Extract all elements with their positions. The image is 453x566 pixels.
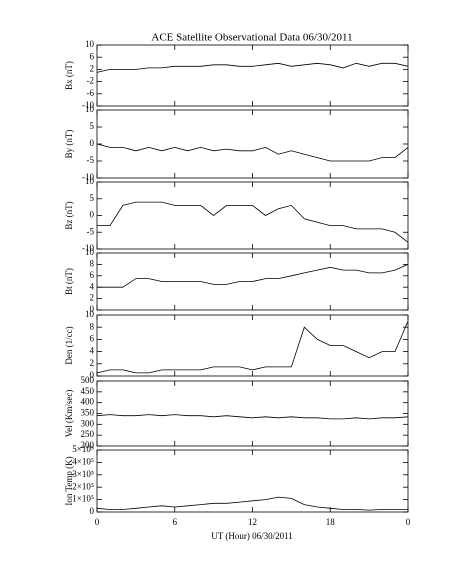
panel-frame [96,314,409,377]
y-tick-label: 0 [90,210,95,220]
y-tick-label: 2 [90,63,95,73]
y-tick-label: -6 [87,88,95,98]
y-axis-label: Ion Temp (K) [64,456,74,505]
y-tick-label: -10 [82,243,94,253]
x-tick-label: 18 [326,517,336,527]
y-axis-label: Den (1/cc) [64,326,74,364]
y-tick-label: 8 [90,321,95,331]
data-line [96,62,409,73]
y-tick-label: 1×10⁵ [72,494,94,504]
x-tick-label: 0 [406,517,411,527]
y-tick-label: 2×10⁵ [72,481,94,491]
y-tick-label: 400 [81,397,95,407]
x-tick-label: 6 [173,517,178,527]
y-tick-label: 350 [81,408,95,418]
panel-frame [96,449,409,513]
y-tick-label: -5 [87,226,95,236]
data-line [96,496,408,511]
x-tick-label: 12 [248,517,257,527]
y-tick-label: 4 [90,346,95,356]
y-tick-label: 6 [90,270,95,280]
y-axis-label: Bx (nT) [64,61,74,90]
y-tick-label: 0 [90,304,95,314]
y-tick-label: 8 [90,258,95,268]
data-line [96,414,409,420]
y-tick-label: 10 [85,247,95,257]
y-tick-label: 0 [90,506,95,516]
data-line [96,143,409,162]
y-axis-label: Bz (nT) [64,201,74,229]
y-tick-label: 6 [90,333,95,343]
y-tick-label: 5×10⁵ [72,444,94,454]
y-tick-label: 250 [81,429,95,439]
x-tick-label: 0 [95,517,100,527]
y-axis-label: Bt (nT) [64,268,74,295]
y-tick-label: 200 [81,440,95,450]
chart-title: ACE Satellite Observational Data 06/30/2… [151,32,352,44]
y-tick-label: 10 [85,39,95,49]
panel-frame [96,44,409,107]
y-tick-label: -10 [82,100,94,110]
panel-frame [96,109,409,179]
y-tick-label: -10 [82,172,94,182]
y-tick-label: 2 [90,358,95,368]
y-tick-label: 300 [81,418,95,428]
y-tick-label: 0 [90,370,95,380]
y-tick-label: 10 [85,104,95,114]
y-tick-label: 3×10⁵ [72,469,94,479]
y-tick-label: 6 [90,51,95,61]
y-tick-label: 2 [90,293,95,303]
y-tick-label: 0 [90,138,95,148]
x-axis-label: UT (Hour) 06/30/2011 [211,531,293,541]
y-tick-label: 5 [90,193,95,203]
data-line [97,201,409,243]
y-tick-label: 4×10⁵ [72,456,94,466]
y-tick-label: 4 [90,281,95,291]
y-tick-label: 5 [90,121,95,131]
y-tick-label: 450 [81,386,95,396]
panel-frame [96,380,409,447]
y-axis-label: By (nT) [64,130,74,159]
data-line [96,320,409,374]
panel-frame [96,181,409,250]
y-tick-label: -2 [87,76,95,86]
y-tick-label: 500 [81,375,95,385]
y-tick-label: 10 [85,176,95,186]
y-tick-label: -5 [87,155,95,165]
y-axis-label: Vel (Km/sec) [64,390,74,438]
data-line [97,264,409,288]
y-tick-label: 10 [85,309,95,319]
